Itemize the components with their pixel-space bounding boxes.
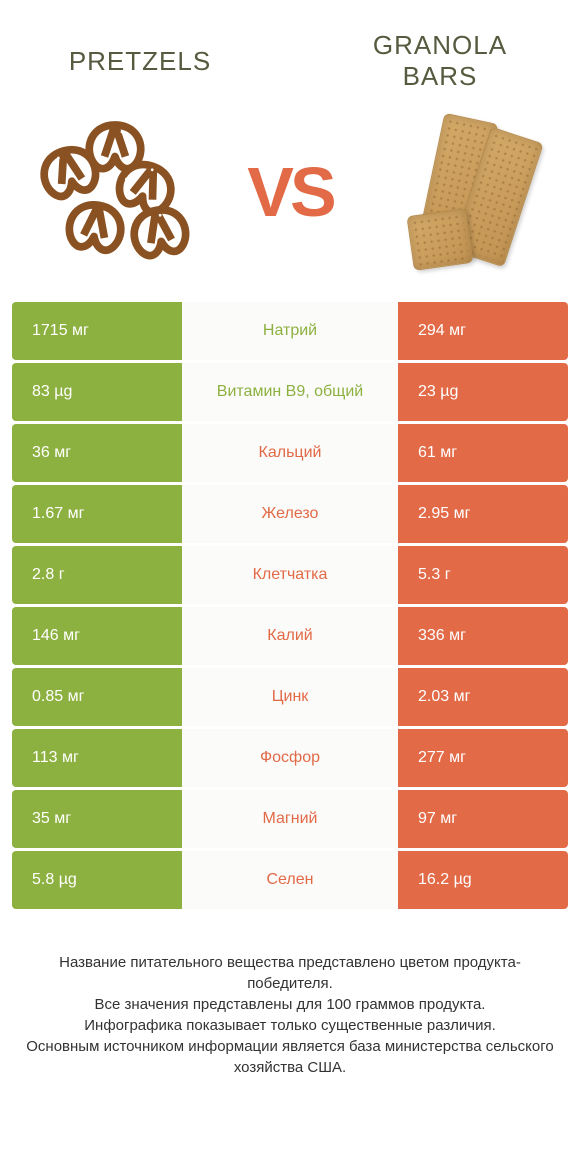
left-value-cell: 146 мг (12, 607, 182, 665)
right-value-cell: 336 мг (398, 607, 568, 665)
left-value-cell: 1.67 мг (12, 485, 182, 543)
table-row: 35 мгМагний97 мг (12, 790, 568, 848)
left-value-cell: 35 мг (12, 790, 182, 848)
table-row: 146 мгКалий336 мг (12, 607, 568, 665)
left-value-cell: 113 мг (12, 729, 182, 787)
footnote-line: Основным источником информации является … (20, 1036, 560, 1078)
nutrient-label: Селен (182, 851, 398, 909)
granola-bars-image (370, 102, 550, 282)
table-row: 0.85 мгЦинк2.03 мг (12, 668, 568, 726)
table-row: 83 µgВитамин B9, общий23 µg (12, 363, 568, 421)
nutrient-label: Кальций (182, 424, 398, 482)
table-row: 1.67 мгЖелезо2.95 мг (12, 485, 568, 543)
nutrient-label: Фосфор (182, 729, 398, 787)
table-row: 2.8 гКлетчатка5.3 г (12, 546, 568, 604)
image-row: VS (0, 102, 580, 302)
left-value-cell: 36 мг (12, 424, 182, 482)
left-value-cell: 83 µg (12, 363, 182, 421)
right-value-cell: 23 µg (398, 363, 568, 421)
footnote: Название питательного вещества представл… (0, 912, 580, 1078)
right-value-cell: 2.03 мг (398, 668, 568, 726)
left-value-cell: 5.8 µg (12, 851, 182, 909)
left-value-cell: 0.85 мг (12, 668, 182, 726)
right-value-cell: 5.3 г (398, 546, 568, 604)
right-value-cell: 61 мг (398, 424, 568, 482)
nutrient-label: Витамин B9, общий (182, 363, 398, 421)
nutrient-label: Клетчатка (182, 546, 398, 604)
header-titles: Pretzels Granola Bars (0, 0, 580, 102)
left-value-cell: 1715 мг (12, 302, 182, 360)
table-row: 1715 мгНатрий294 мг (12, 302, 568, 360)
right-value-cell: 2.95 мг (398, 485, 568, 543)
right-value-cell: 294 мг (398, 302, 568, 360)
left-value-cell: 2.8 г (12, 546, 182, 604)
nutrient-label: Цинк (182, 668, 398, 726)
nutrient-label: Калий (182, 607, 398, 665)
comparison-table: 1715 мгНатрий294 мг83 µgВитамин B9, общи… (0, 302, 580, 909)
footnote-line: Все значения представлены для 100 граммо… (20, 994, 560, 1015)
footnote-line: Название питательного вещества представл… (20, 952, 560, 994)
vs-label: VS (247, 152, 332, 232)
nutrient-label: Железо (182, 485, 398, 543)
pretzels-image (30, 102, 210, 282)
right-value-cell: 16.2 µg (398, 851, 568, 909)
right-value-cell: 97 мг (398, 790, 568, 848)
right-food-title: Granola Bars (340, 30, 540, 92)
footnote-line: Инфографика показывает только существенн… (20, 1015, 560, 1036)
left-food-title: Pretzels (40, 46, 240, 77)
right-value-cell: 277 мг (398, 729, 568, 787)
table-row: 113 мгФосфор277 мг (12, 729, 568, 787)
nutrient-label: Натрий (182, 302, 398, 360)
table-row: 5.8 µgСелен16.2 µg (12, 851, 568, 909)
nutrient-label: Магний (182, 790, 398, 848)
table-row: 36 мгКальций61 мг (12, 424, 568, 482)
